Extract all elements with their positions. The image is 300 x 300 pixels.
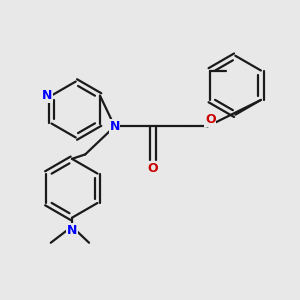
Text: O: O <box>148 162 158 175</box>
Text: O: O <box>205 113 216 127</box>
Text: N: N <box>67 224 77 237</box>
Text: N: N <box>42 89 52 102</box>
Text: N: N <box>110 120 120 133</box>
